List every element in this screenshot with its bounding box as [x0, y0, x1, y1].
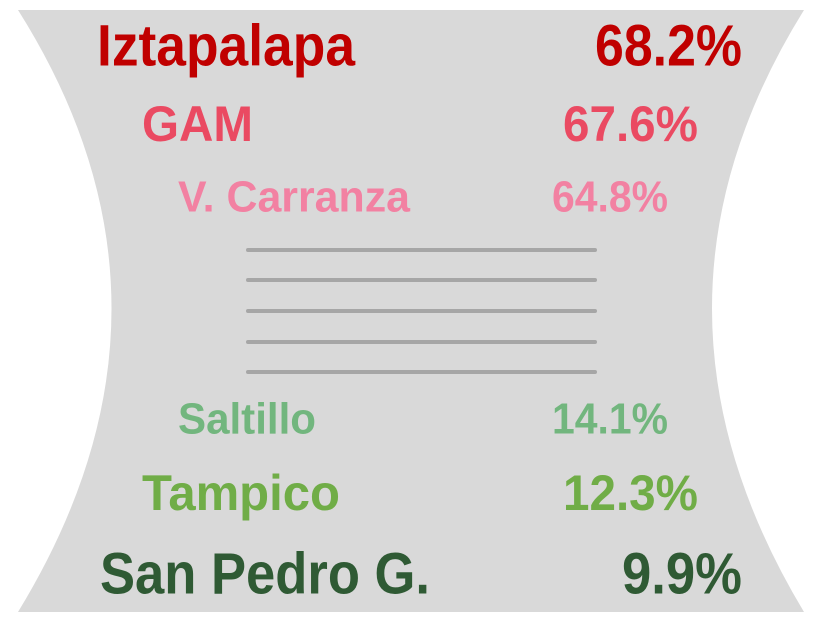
row-name: V. Carranza — [178, 173, 411, 222]
row-value: 64.8% — [552, 173, 668, 222]
row-name: Saltillo — [178, 395, 316, 444]
row-name: GAM — [142, 96, 253, 152]
row-value: 67.6% — [563, 96, 698, 152]
row-value: 68.2% — [595, 13, 742, 78]
row-value: 14.1% — [552, 395, 668, 444]
divider-lines — [246, 248, 597, 374]
row-value: 9.9% — [622, 541, 742, 606]
row-name: Iztapalapa — [97, 13, 356, 78]
row-value: 12.3% — [563, 465, 698, 521]
row-name: San Pedro G. — [100, 541, 430, 606]
row-name: Tampico — [142, 465, 340, 521]
